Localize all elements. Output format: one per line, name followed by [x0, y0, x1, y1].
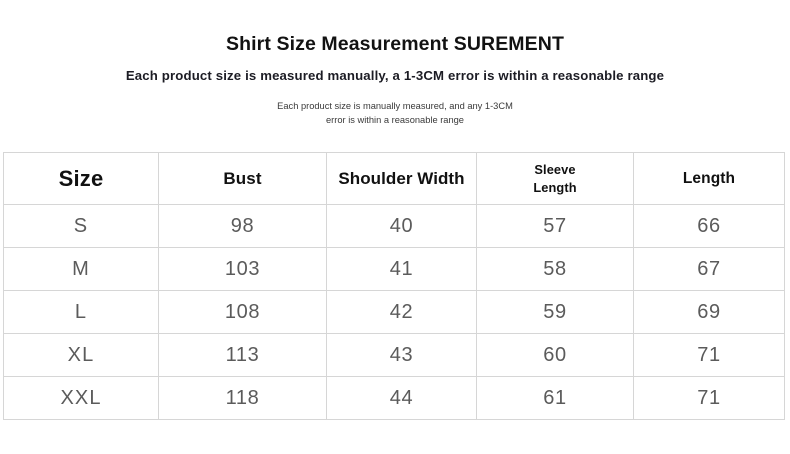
cell-bust: 103 — [158, 247, 327, 291]
table-header-row: Size Bust Shoulder Width Sleeve Length L… — [3, 152, 785, 205]
cell-bust-value: 108 — [224, 301, 261, 323]
cell-size: S — [3, 204, 159, 248]
cell-shoulder-width-value: 42 — [389, 301, 414, 323]
column-header-sleeve-length-label-line-2: Length — [533, 179, 577, 195]
cell-length: 67 — [633, 247, 785, 291]
cell-shoulder-width-value: 41 — [389, 258, 414, 280]
table-header: Size Bust Shoulder Width Sleeve Length L… — [3, 152, 785, 205]
table-row: XL 113 43 60 71 — [3, 333, 785, 377]
cell-bust-value: 98 — [230, 215, 255, 237]
cell-bust: 113 — [158, 333, 327, 377]
table-row: XXL 118 44 61 71 — [3, 376, 785, 420]
cell-shoulder-width-value: 43 — [389, 344, 414, 366]
cell-sleeve-length: 58 — [476, 247, 634, 291]
column-header-size: Size — [3, 152, 159, 205]
cell-shoulder-width: 44 — [326, 376, 477, 420]
cell-sleeve-length: 61 — [476, 376, 634, 420]
cell-length: 69 — [633, 290, 785, 334]
column-header-shoulder-width-label: Shoulder Width — [338, 168, 465, 188]
cell-size: XXL — [3, 376, 159, 420]
cell-sleeve-length-value: 58 — [543, 258, 567, 280]
cell-size-value: XXL — [60, 387, 102, 409]
cell-size: L — [3, 290, 159, 334]
cell-bust: 98 — [158, 204, 327, 248]
page-subtitle: Each product size is measured manually, … — [125, 68, 665, 84]
table-row: L 108 42 59 69 — [3, 290, 785, 334]
cell-sleeve-length-value: 57 — [543, 215, 567, 237]
measurement-note: Each product size is manually measured, … — [0, 85, 790, 128]
cell-size-value: M — [72, 258, 90, 280]
table-row: M 103 41 58 67 — [3, 247, 785, 291]
cell-shoulder-width-value: 40 — [389, 215, 414, 237]
cell-sleeve-length-value: 59 — [543, 301, 567, 323]
cell-bust: 108 — [158, 290, 327, 334]
cell-length: 71 — [633, 333, 785, 377]
cell-length-value: 67 — [697, 258, 721, 280]
cell-length-value: 66 — [697, 215, 721, 237]
page-title: Shirt Size Measurement SUREMENT — [226, 33, 564, 55]
cell-size-value: S — [73, 215, 89, 237]
cell-sleeve-length-value: 60 — [543, 344, 567, 366]
column-header-shoulder-width: Shoulder Width — [326, 152, 477, 205]
cell-length: 66 — [633, 204, 785, 248]
cell-size-value: L — [74, 301, 88, 323]
column-header-length: Length — [633, 152, 785, 205]
cell-size: M — [3, 247, 159, 291]
cell-sleeve-length: 59 — [476, 290, 634, 334]
cell-shoulder-width-value: 44 — [389, 387, 414, 409]
column-header-bust-label: Bust — [223, 168, 262, 188]
cell-bust-value: 103 — [224, 258, 261, 280]
table-row: S 98 40 57 66 — [3, 204, 785, 248]
measurement-note-line-1: Each product size is manually measured, … — [277, 100, 513, 111]
size-table: Size Bust Shoulder Width Sleeve Length L… — [3, 152, 785, 420]
cell-length: 71 — [633, 376, 785, 420]
cell-length-value: 69 — [697, 301, 721, 323]
column-header-bust: Bust — [158, 152, 327, 205]
heading-block: Shirt Size Measurement SUREMENT Each pro… — [0, 0, 790, 127]
column-header-sleeve-length-label-line-1: Sleeve — [534, 162, 576, 178]
column-header-length-label: Length — [682, 169, 736, 187]
cell-sleeve-length: 60 — [476, 333, 634, 377]
cell-shoulder-width: 42 — [326, 290, 477, 334]
size-table-container: Size Bust Shoulder Width Sleeve Length L… — [3, 152, 785, 420]
cell-bust-value: 113 — [225, 344, 260, 366]
cell-shoulder-width: 40 — [326, 204, 477, 248]
cell-bust-value: 118 — [225, 387, 260, 409]
table-body: S 98 40 57 66 — [3, 204, 785, 420]
cell-sleeve-length: 57 — [476, 204, 634, 248]
measurement-note-line-2: error is within a reasonable range — [326, 114, 464, 125]
cell-bust: 118 — [158, 376, 327, 420]
cell-length-value: 71 — [697, 387, 721, 409]
cell-sleeve-length-value: 61 — [543, 387, 567, 409]
cell-shoulder-width: 41 — [326, 247, 477, 291]
cell-size-value: XL — [67, 344, 95, 366]
cell-shoulder-width: 43 — [326, 333, 477, 377]
column-header-size-label: Size — [58, 165, 104, 191]
cell-length-value: 71 — [697, 344, 721, 366]
column-header-sleeve-length: Sleeve Length — [476, 152, 634, 205]
cell-size: XL — [3, 333, 159, 377]
